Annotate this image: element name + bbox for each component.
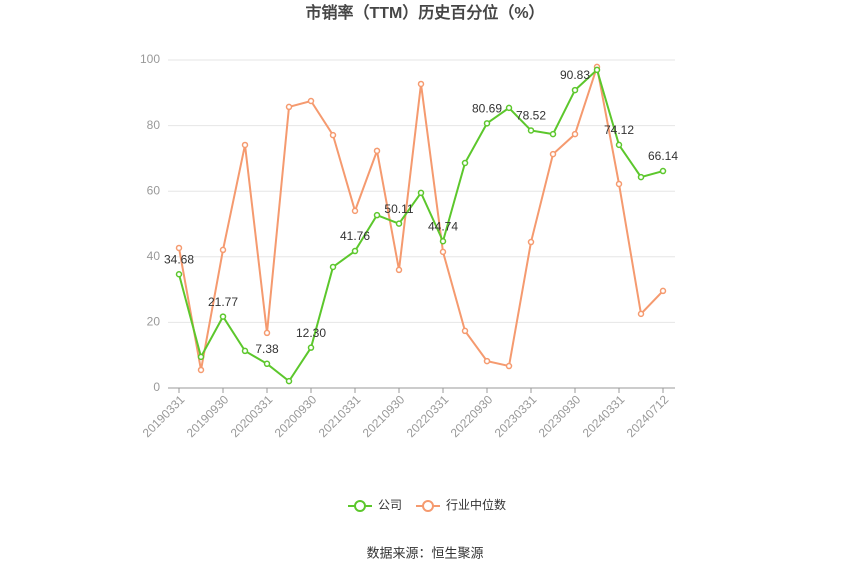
data-label: 80.69 (472, 102, 502, 116)
data-point (527, 238, 535, 246)
data-point (219, 246, 227, 254)
x-tick-label: 20230930 (536, 392, 584, 440)
legend-swatch (354, 500, 366, 512)
y-tick-label: 40 (147, 249, 161, 263)
x-tick-label: 20190331 (140, 392, 188, 440)
data-label: 7.38 (255, 342, 279, 356)
data-point (461, 327, 469, 335)
series-line (178, 66, 664, 371)
data-point (263, 360, 271, 368)
data-point (373, 147, 381, 155)
data-point (637, 310, 645, 318)
data-point (197, 366, 205, 374)
legend-label: 公司 (378, 498, 402, 512)
series-line (178, 68, 664, 383)
data-label: 34.68 (164, 252, 194, 266)
data-point (329, 263, 337, 271)
y-tick-label: 60 (147, 183, 161, 197)
data-point (505, 362, 513, 370)
x-tick-label: 20220331 (404, 392, 452, 440)
data-point (263, 329, 271, 337)
source-note: 数据来源：恒生聚源 (366, 545, 483, 560)
data-point (659, 167, 667, 175)
data-point (285, 103, 293, 111)
data-point (571, 130, 579, 138)
data-point (175, 270, 183, 278)
data-point (417, 80, 425, 88)
data-label: 66.14 (648, 149, 678, 163)
x-tick-label: 20200331 (228, 392, 276, 440)
x-tick-label: 20210331 (316, 392, 364, 440)
y-tick-label: 0 (153, 380, 160, 394)
data-label: 12.30 (296, 326, 326, 340)
data-point (307, 344, 315, 351)
x-tick-label: 20240331 (580, 392, 628, 440)
data-point (241, 347, 249, 355)
data-point (175, 244, 183, 252)
data-point (395, 266, 403, 274)
data-point (395, 220, 403, 227)
data-label: 41.76 (340, 229, 370, 243)
data-label: 44.74 (428, 219, 458, 233)
data-point (549, 150, 557, 158)
x-tick-label: 20190930 (184, 392, 232, 440)
data-point (439, 238, 447, 245)
x-tick-label: 20220930 (448, 392, 496, 440)
data-point (285, 377, 293, 385)
data-point (417, 189, 425, 197)
data-point (615, 180, 623, 188)
data-point (351, 247, 359, 255)
data-point (461, 159, 469, 167)
data-label: 21.77 (208, 295, 238, 309)
data-point (241, 141, 249, 149)
data-point (549, 130, 557, 138)
data-label: 74.12 (604, 123, 634, 137)
data-label: 50.11 (384, 202, 413, 216)
data-label: 90.83 (560, 68, 590, 82)
data-point (307, 97, 315, 105)
chart-title: 市销率（TTM）历史百分位（%） (305, 3, 544, 22)
data-point (197, 353, 205, 361)
data-point (593, 66, 601, 74)
legend-label: 行业中位数 (446, 497, 506, 512)
y-tick-label: 100 (140, 52, 160, 66)
x-tick-label: 20200930 (272, 392, 320, 440)
data-point (637, 173, 645, 181)
data-point (483, 357, 491, 365)
data-point (351, 207, 359, 215)
data-point (219, 313, 227, 320)
data-point (483, 120, 491, 127)
data-point (373, 211, 381, 219)
data-point (439, 248, 447, 256)
y-tick-label: 80 (147, 118, 161, 132)
legend-swatch (422, 500, 434, 512)
data-label: 78.52 (516, 109, 546, 123)
data-point (329, 131, 337, 139)
y-tick-label: 20 (147, 315, 161, 329)
x-tick-label: 20240712 (624, 392, 672, 440)
data-point (659, 287, 667, 295)
data-point (571, 86, 579, 94)
data-point (527, 127, 535, 134)
data-point (615, 141, 623, 149)
x-tick-label: 20210930 (360, 392, 408, 440)
x-tick-label: 20230331 (492, 392, 540, 440)
data-point (505, 104, 513, 112)
